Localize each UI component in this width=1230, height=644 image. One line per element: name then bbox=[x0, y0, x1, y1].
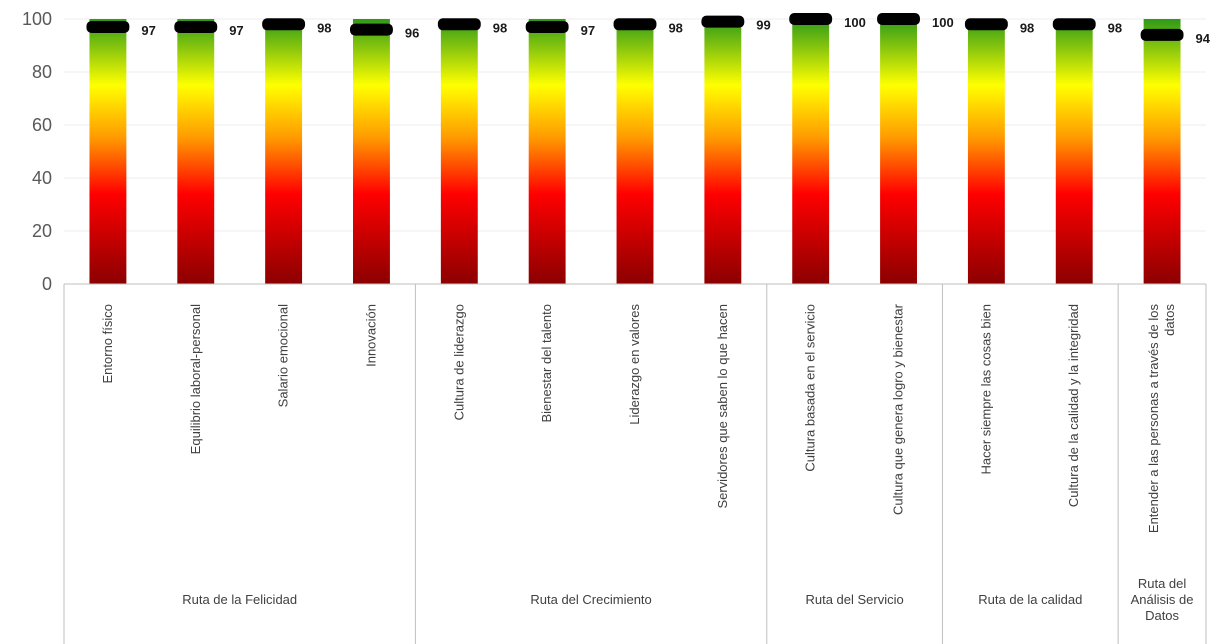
value-marker bbox=[350, 23, 393, 36]
bar bbox=[177, 19, 215, 284]
group-label: Ruta del Servicio bbox=[805, 592, 903, 607]
bar bbox=[1055, 19, 1093, 284]
category-label: Cultura de la calidad y la integridad bbox=[1066, 304, 1081, 507]
data-label: 97 bbox=[141, 23, 155, 38]
data-label: 98 bbox=[317, 20, 331, 35]
value-marker bbox=[701, 15, 745, 28]
data-label: 97 bbox=[229, 23, 243, 38]
data-label: 97 bbox=[581, 23, 595, 38]
category-label: Equilibrio laboral-personal bbox=[188, 304, 203, 454]
labels: 0 20 40 60 80 100 97 97 98 96 98 97 98 99 100 100 98 98 94… bbox=[22, 9, 1211, 623]
data-label: 100 bbox=[932, 15, 954, 30]
y-tick-label: 20 bbox=[32, 221, 52, 241]
value-marker bbox=[174, 20, 218, 33]
data-label: 94 bbox=[1196, 31, 1211, 46]
bar bbox=[704, 19, 742, 284]
y-tick-label: 100 bbox=[22, 9, 52, 29]
bar bbox=[89, 19, 127, 284]
y-tick-label: 60 bbox=[32, 115, 52, 135]
value-marker bbox=[262, 18, 306, 31]
axes bbox=[63, 283, 1207, 644]
data-label: 100 bbox=[844, 15, 866, 30]
data-label: 99 bbox=[756, 18, 770, 33]
category-label: Cultura de liderazgo bbox=[451, 304, 466, 420]
data-label: 96 bbox=[405, 26, 419, 41]
category-label: Servidores que saben lo que hacen bbox=[715, 304, 730, 509]
category-label: Liderazgo en valores bbox=[627, 304, 642, 425]
bar bbox=[792, 19, 830, 284]
group-label: Ruta del Crecimiento bbox=[530, 592, 651, 607]
bar bbox=[353, 19, 390, 284]
group-label: Ruta del Análisis de Datos bbox=[1131, 576, 1194, 623]
category-label: Salario emocional bbox=[276, 304, 291, 407]
y-tick-label: 0 bbox=[42, 274, 52, 294]
value-marker bbox=[437, 18, 481, 31]
value-marker bbox=[877, 13, 920, 25]
value-marker bbox=[964, 18, 1008, 31]
value-marker bbox=[86, 20, 130, 33]
y-tick-label: 40 bbox=[32, 168, 52, 188]
category-label: Entorno físico bbox=[100, 304, 115, 384]
group-label: Ruta de la Felicidad bbox=[182, 592, 297, 607]
category-label: Entender a las personas a través de losd… bbox=[1146, 304, 1177, 534]
value-marker bbox=[1140, 28, 1184, 41]
value-marker bbox=[1052, 18, 1096, 31]
category-label: Bienestar del talento bbox=[539, 304, 554, 423]
data-label: 98 bbox=[1020, 20, 1034, 35]
category-label: Cultura que genera logro y bienestar bbox=[891, 303, 906, 515]
category-label: Hacer siempre las cosas bien bbox=[978, 304, 993, 475]
category-label: Innovación bbox=[363, 304, 378, 367]
bar bbox=[880, 19, 917, 284]
value-marker bbox=[789, 13, 833, 25]
bar bbox=[440, 19, 478, 284]
bar bbox=[616, 19, 654, 284]
bar bbox=[967, 19, 1005, 284]
data-label: 98 bbox=[493, 20, 507, 35]
value-marker bbox=[613, 18, 657, 31]
bar bbox=[265, 19, 303, 284]
group-label: Ruta de la calidad bbox=[978, 592, 1082, 607]
y-tick-label: 80 bbox=[32, 62, 52, 82]
bar bbox=[528, 19, 566, 284]
data-label: 98 bbox=[668, 20, 682, 35]
bars bbox=[86, 13, 1184, 284]
value-marker bbox=[525, 20, 569, 33]
bar bbox=[1143, 19, 1181, 284]
category-label: Cultura basada en el servicio bbox=[803, 304, 818, 472]
data-label: 98 bbox=[1108, 20, 1122, 35]
